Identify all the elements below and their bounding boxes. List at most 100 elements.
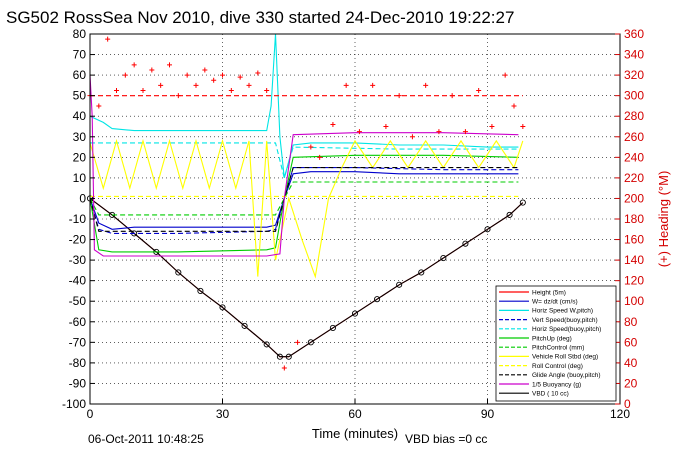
heading-point — [343, 82, 349, 88]
vbd-marker — [263, 341, 270, 348]
heading-point — [489, 124, 495, 129]
heading-point — [158, 82, 164, 88]
y-right-tick-label: 340 — [624, 48, 644, 62]
heading-point — [511, 103, 517, 109]
legend-label: Horiz Speed(buoy,pitch) — [532, 326, 601, 333]
series-line-glide-angle-buoy-pitch — [89, 167, 519, 232]
heading-point — [237, 74, 243, 80]
vbd-marker — [219, 304, 226, 311]
y-tick-label: 70 — [73, 48, 87, 62]
legend-label: PitchUp (deg) — [532, 335, 572, 342]
y-tick-label: -20 — [69, 233, 87, 247]
heading-point — [114, 88, 119, 94]
y-right-tick-label: 180 — [624, 212, 644, 226]
legend: Height (5m) W= dz/dt (cm/s) Horiz Speed W,… — [495, 285, 617, 402]
y-tick-label: 20 — [73, 150, 87, 164]
y-right-tick-label: 160 — [624, 233, 644, 247]
heading-point — [255, 70, 261, 76]
y-tick-label: -30 — [69, 253, 87, 267]
y-right-tick-label: 320 — [624, 68, 644, 82]
heading-point — [202, 67, 208, 73]
y-right-tick-label: 120 — [624, 274, 644, 288]
legend-label: PitchControl (mm) — [532, 345, 584, 352]
vbd-marker — [329, 324, 336, 331]
x-tick-label: 60 — [348, 407, 362, 421]
heading-point — [140, 88, 146, 94]
heading-point — [122, 72, 128, 78]
heading-point — [330, 121, 336, 127]
heading-point — [131, 62, 137, 68]
heading-point — [356, 129, 362, 135]
vbd-marker — [175, 269, 182, 276]
vbd-marker — [440, 255, 447, 262]
heading-point — [308, 144, 314, 150]
x-tick-label: 30 — [216, 407, 230, 421]
y-right-tick-label: 80 — [624, 315, 638, 329]
y-tick-label: 10 — [73, 171, 87, 185]
vbd-marker — [351, 310, 359, 317]
x-tick-label: 0 — [87, 407, 94, 421]
legend-label: Glide Angle (buoy,pitch) — [532, 372, 601, 379]
y-right-tick-label: 300 — [624, 89, 644, 103]
y-tick-label: 0 — [79, 191, 86, 205]
heading-point — [220, 72, 225, 78]
heading-point — [295, 339, 301, 345]
y-right-tick-label: 200 — [624, 191, 644, 205]
y-right-tick-label: 140 — [624, 253, 644, 267]
series-line-vbd-10-cc — [89, 197, 524, 358]
heading-point — [228, 88, 234, 94]
y-right-tick-label: 40 — [624, 356, 638, 370]
y-tick-label: 50 — [73, 89, 87, 103]
legend-label: Height (5m) — [532, 289, 566, 296]
x-axis-label: Time (minutes) — [312, 426, 398, 441]
heading-point — [184, 72, 190, 78]
legend-label: Vehicle Roll Stbd (deg) — [532, 354, 598, 361]
legend-label: 1/5 Buoyancy (g) — [532, 381, 581, 388]
heading-point — [193, 82, 199, 88]
heading-point — [462, 129, 468, 135]
footer-note: VBD bias =0 cc — [405, 432, 487, 446]
grid — [90, 34, 620, 404]
y-right-tick-label: 280 — [624, 109, 644, 123]
x-tick-label: 120 — [610, 407, 630, 421]
y-tick-label: 30 — [73, 130, 87, 144]
y-tick-label: -90 — [69, 376, 87, 390]
series-line-1-5-buoyancy-g — [89, 75, 519, 257]
heading-point — [167, 62, 172, 68]
vbd-marker — [418, 269, 425, 276]
vbd-marker — [276, 353, 283, 360]
heading-point — [520, 124, 526, 129]
heading-point — [436, 129, 442, 135]
heading-point — [149, 67, 155, 73]
y-right-tick-label: 20 — [624, 376, 638, 390]
heading-point — [423, 82, 429, 88]
legend-label: Horiz Speed W,pitch) — [532, 308, 593, 315]
y-tick-label: -40 — [69, 274, 87, 288]
vbd-marker — [506, 211, 513, 218]
legend-box — [495, 285, 617, 402]
heading-point — [96, 103, 102, 109]
y-tick-label: -10 — [69, 212, 87, 226]
y-right-tick-label: 360 — [624, 27, 644, 41]
vbd-marker — [197, 287, 204, 294]
vbd-marker — [374, 296, 381, 303]
vbd-marker — [396, 281, 403, 288]
series-line-horiz-speed-w-pitch — [89, 33, 519, 179]
legend-label: Roll Control (deg) — [532, 363, 583, 370]
vbd-marker — [307, 339, 314, 346]
series-line-pitchup-deg — [89, 154, 519, 253]
heading-point — [246, 82, 252, 88]
y-tick-label: -70 — [69, 335, 87, 349]
y-right-tick-label: 260 — [624, 130, 644, 144]
series-layer — [86, 33, 526, 371]
y-tick-label: 60 — [73, 68, 87, 82]
y-axis-right-label: (+) Heading (°M) — [656, 171, 671, 268]
heading-point — [476, 88, 482, 94]
y-tick-label: 40 — [73, 109, 87, 123]
ticks: 0 30 60 90 120-100-90-80-70-60-50-40-30-20-1… — [62, 27, 644, 421]
series-line-pitchcontrol-mm — [89, 181, 519, 216]
y-right-tick-label: 100 — [624, 294, 644, 308]
vbd-marker — [519, 199, 526, 206]
heading-point — [502, 72, 508, 78]
